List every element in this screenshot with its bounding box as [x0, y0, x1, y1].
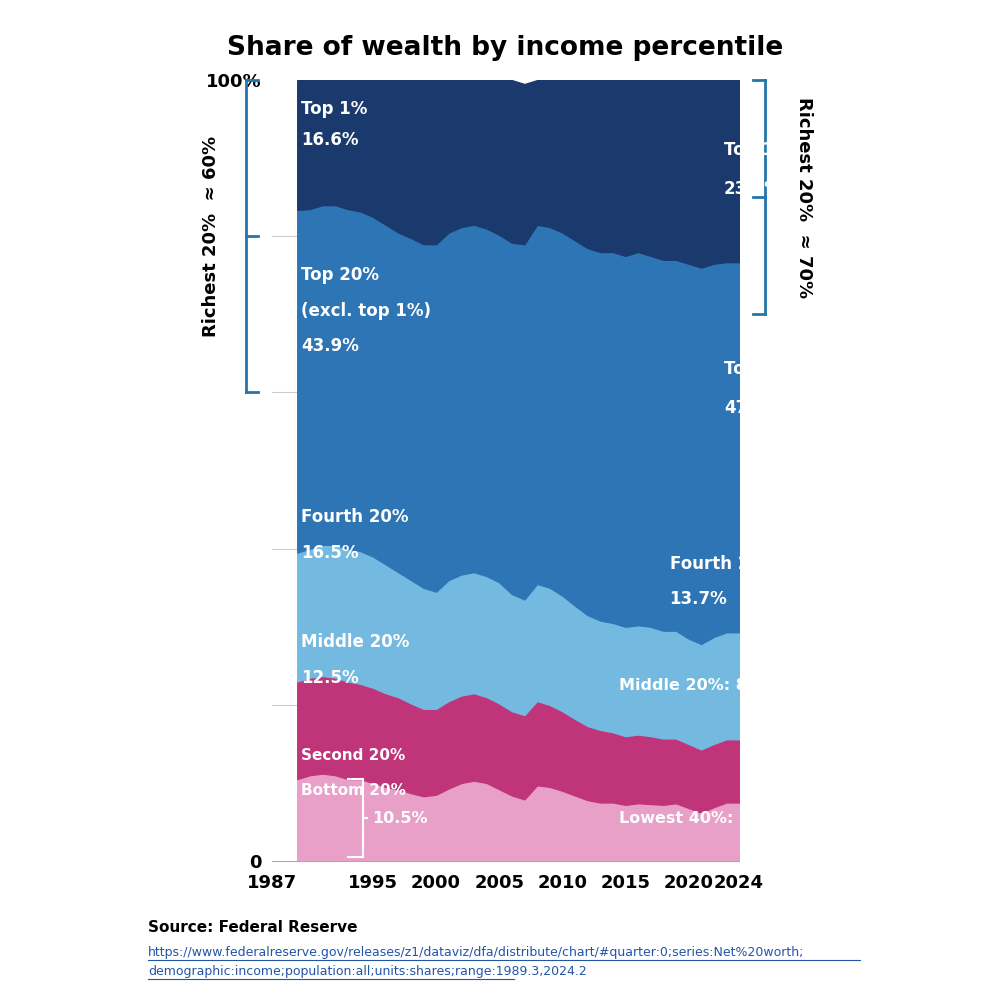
Text: Bottom 20%: Bottom 20% — [301, 783, 405, 798]
Text: Richest 20%  ≈ 60%: Richest 20% ≈ 60% — [203, 136, 221, 337]
Text: 12.5%: 12.5% — [301, 668, 359, 686]
Text: Top 20%: Top 20% — [301, 266, 379, 284]
Text: 23.3%: 23.3% — [724, 180, 781, 199]
Text: 43.9%: 43.9% — [301, 337, 359, 355]
Title: Share of wealth by income percentile: Share of wealth by income percentile — [227, 35, 783, 61]
Text: Fourth 20%: Fourth 20% — [670, 555, 777, 574]
Text: Middle 20%: 8.1%: Middle 20%: 8.1% — [619, 677, 780, 692]
Text: Richest 20%  ≈ 70%: Richest 20% ≈ 70% — [795, 97, 813, 297]
Text: Lowest 40%: 7.5%: Lowest 40%: 7.5% — [619, 810, 783, 826]
Text: Top 1%: Top 1% — [301, 100, 367, 118]
Text: Middle 20%: Middle 20% — [301, 633, 409, 651]
Text: https://www.federalreserve.gov/releases/z1/dataviz/dfa/distribute/chart/#quarter: https://www.federalreserve.gov/releases/… — [148, 946, 805, 959]
Text: 16.6%: 16.6% — [301, 131, 359, 149]
Text: Second 20%: Second 20% — [301, 748, 405, 763]
Text: 47.4%: 47.4% — [724, 399, 781, 417]
Text: 10.5%: 10.5% — [372, 810, 427, 826]
Text: demographic:income;population:all;units:shares;range:1989.3,2024.2: demographic:income;population:all;units:… — [148, 965, 587, 978]
Text: 16.5%: 16.5% — [301, 543, 359, 561]
Text: 13.7%: 13.7% — [670, 591, 727, 609]
Text: Top 20%: Top 20% — [724, 360, 802, 378]
Text: Top 1%: Top 1% — [724, 141, 790, 159]
Text: (excl. top 1%): (excl. top 1%) — [301, 301, 431, 320]
Text: Fourth 20%: Fourth 20% — [301, 508, 408, 526]
Text: Source: Federal Reserve: Source: Federal Reserve — [148, 920, 358, 935]
